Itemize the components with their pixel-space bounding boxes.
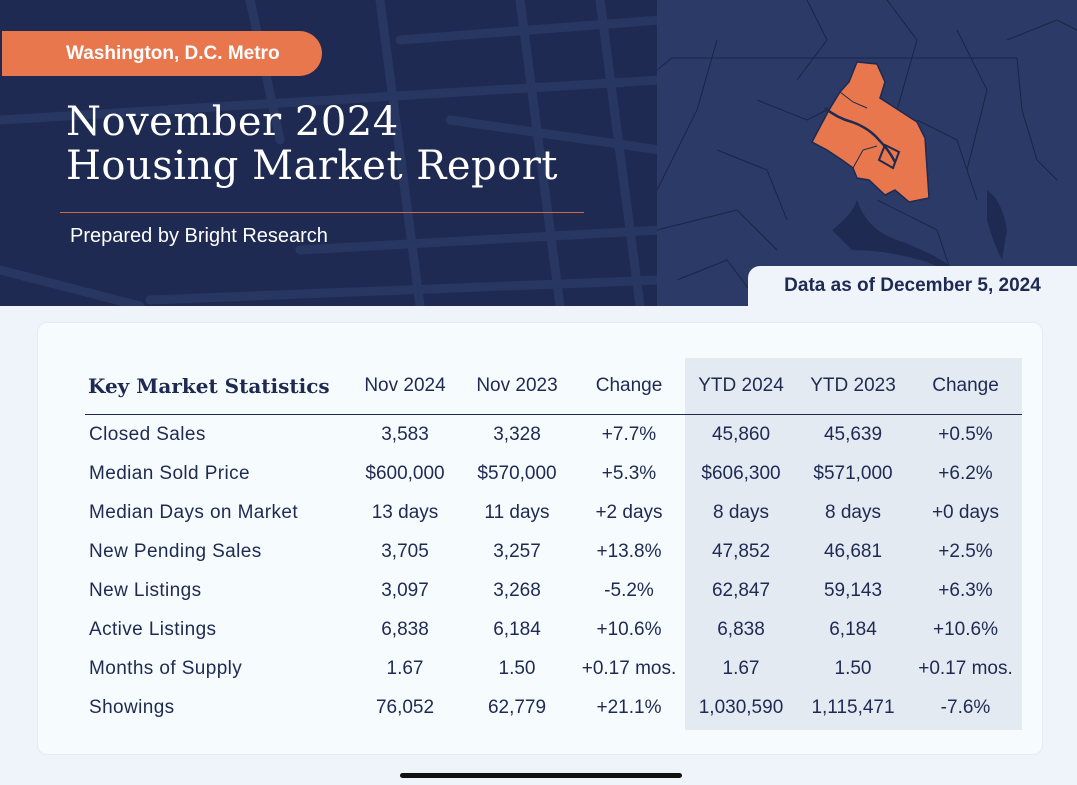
table-cell: +0.17 mos. [918, 657, 1013, 679]
table-cell: 76,052 [375, 696, 435, 718]
home-indicator[interactable] [400, 773, 682, 778]
column-header: Change [595, 375, 663, 396]
table-row: Median Sold Price $600,000 $570,000 +5.3… [85, 454, 1022, 493]
table-cell: -5.2% [604, 579, 654, 601]
table-row: New Pending Sales 3,705 3,257 +13.8% 47,… [85, 532, 1022, 571]
table-cell: 1.67 [386, 657, 424, 679]
table-cell: 62,779 [487, 696, 547, 718]
table-cell: 3,583 [381, 423, 429, 445]
table-cell: +2.5% [938, 540, 993, 562]
column-header: Change [932, 375, 999, 396]
table-cell: 45,639 [823, 423, 883, 445]
table-cell: 6,184 [829, 618, 877, 640]
row-label: New Listings [89, 579, 202, 601]
table-cell: $606,300 [701, 462, 781, 484]
table-cell: 6,838 [381, 618, 429, 640]
row-label: Months of Supply [89, 657, 243, 679]
table-cell: 45,860 [711, 423, 771, 445]
table-cell: 3,268 [493, 579, 541, 601]
header-banner: Washington, D.C. Metro November 2024 Hou… [0, 0, 1077, 306]
table-cell: +7.7% [601, 423, 657, 445]
table-cell: 1.67 [722, 657, 760, 679]
table-cell: 11 days [484, 501, 550, 523]
title-line-report: Housing Market Report [66, 143, 558, 189]
column-header: YTD 2023 [810, 375, 896, 396]
table-row: Months of Supply 1.67 1.50 +0.17 mos. 1.… [85, 649, 1022, 688]
table-cell: +2 days [595, 501, 663, 523]
table-cell: 1,115,471 [811, 696, 895, 718]
table-cell: +21.1% [596, 696, 662, 718]
street-grid-background [0, 0, 660, 306]
table-header-row: Key Market Statistics Nov 2024 Nov 2023 … [85, 358, 1022, 415]
table-cell: 8 days [713, 501, 769, 523]
table-cell: +13.8% [596, 540, 662, 562]
column-header: Nov 2024 [364, 375, 446, 396]
table-row: Median Days on Market 13 days 11 days +2… [85, 493, 1022, 532]
table-row: Active Listings 6,838 6,184 +10.6% 6,838… [85, 610, 1022, 649]
table-cell: 3,328 [493, 423, 541, 445]
table-cell: 3,257 [493, 540, 541, 562]
table-cell: 1.50 [834, 657, 872, 679]
title-divider [60, 212, 584, 213]
row-label: Median Sold Price [89, 462, 250, 484]
table-cell: 3,097 [381, 579, 429, 601]
region-badge: Washington, D.C. Metro [2, 31, 322, 76]
table-row: Showings 76,052 62,779 +21.1% 1,030,590 … [85, 688, 1022, 727]
prepared-by: Prepared by Bright Research [70, 225, 328, 247]
table-cell: +5.3% [601, 462, 657, 484]
table-cell: 46,681 [823, 540, 883, 562]
row-label: Showings [89, 696, 175, 718]
title-line-month: November 2024 [66, 99, 399, 145]
table-cell: +0.17 mos. [581, 657, 677, 679]
map-panel [657, 0, 1077, 306]
column-header: Nov 2023 [476, 375, 558, 396]
table-cell: +10.6% [933, 618, 998, 640]
table-cell: 3,705 [381, 540, 429, 562]
table-cell: 1.50 [498, 657, 536, 679]
table-cell: $570,000 [477, 462, 557, 484]
table-cell: +10.6% [596, 618, 662, 640]
region-map [657, 0, 1077, 301]
table-cell: 47,852 [711, 540, 771, 562]
table-cell: +6.3% [938, 579, 993, 601]
table-cell: 8 days [825, 501, 881, 523]
table-row: Closed Sales 3,583 3,328 +7.7% 45,860 45… [85, 415, 1022, 455]
table-cell: 13 days [371, 501, 439, 523]
row-label: Closed Sales [89, 423, 206, 445]
table-row: New Listings 3,097 3,268 -5.2% 62,847 59… [85, 571, 1022, 610]
table-cell: 62,847 [711, 579, 771, 601]
ytd-columns-highlight [685, 358, 1022, 730]
column-header: YTD 2024 [698, 375, 784, 396]
table-cell: +0 days [931, 501, 1000, 523]
report-title: November 2024 Housing Market Report [66, 100, 558, 188]
table-cell: 6,184 [493, 618, 541, 640]
row-label: Active Listings [89, 618, 217, 640]
table-cell: +6.2% [938, 462, 993, 484]
data-as-of-label: Data as of December 5, 2024 [748, 266, 1077, 306]
table-cell: $571,000 [813, 462, 893, 484]
table-cell: +0.5% [938, 423, 993, 445]
key-market-statistics-table: Key Market Statistics Nov 2024 Nov 2023 … [85, 358, 1022, 727]
table-cell: -7.6% [940, 696, 991, 718]
table-cell: 59,143 [823, 579, 883, 601]
row-label: New Pending Sales [89, 540, 262, 562]
table-title: Key Market Statistics [88, 374, 330, 398]
row-label: Median Days on Market [89, 501, 299, 523]
table-cell: 1,030,590 [698, 696, 784, 718]
table-cell: 6,838 [717, 618, 765, 640]
table-cell: $600,000 [365, 462, 445, 484]
